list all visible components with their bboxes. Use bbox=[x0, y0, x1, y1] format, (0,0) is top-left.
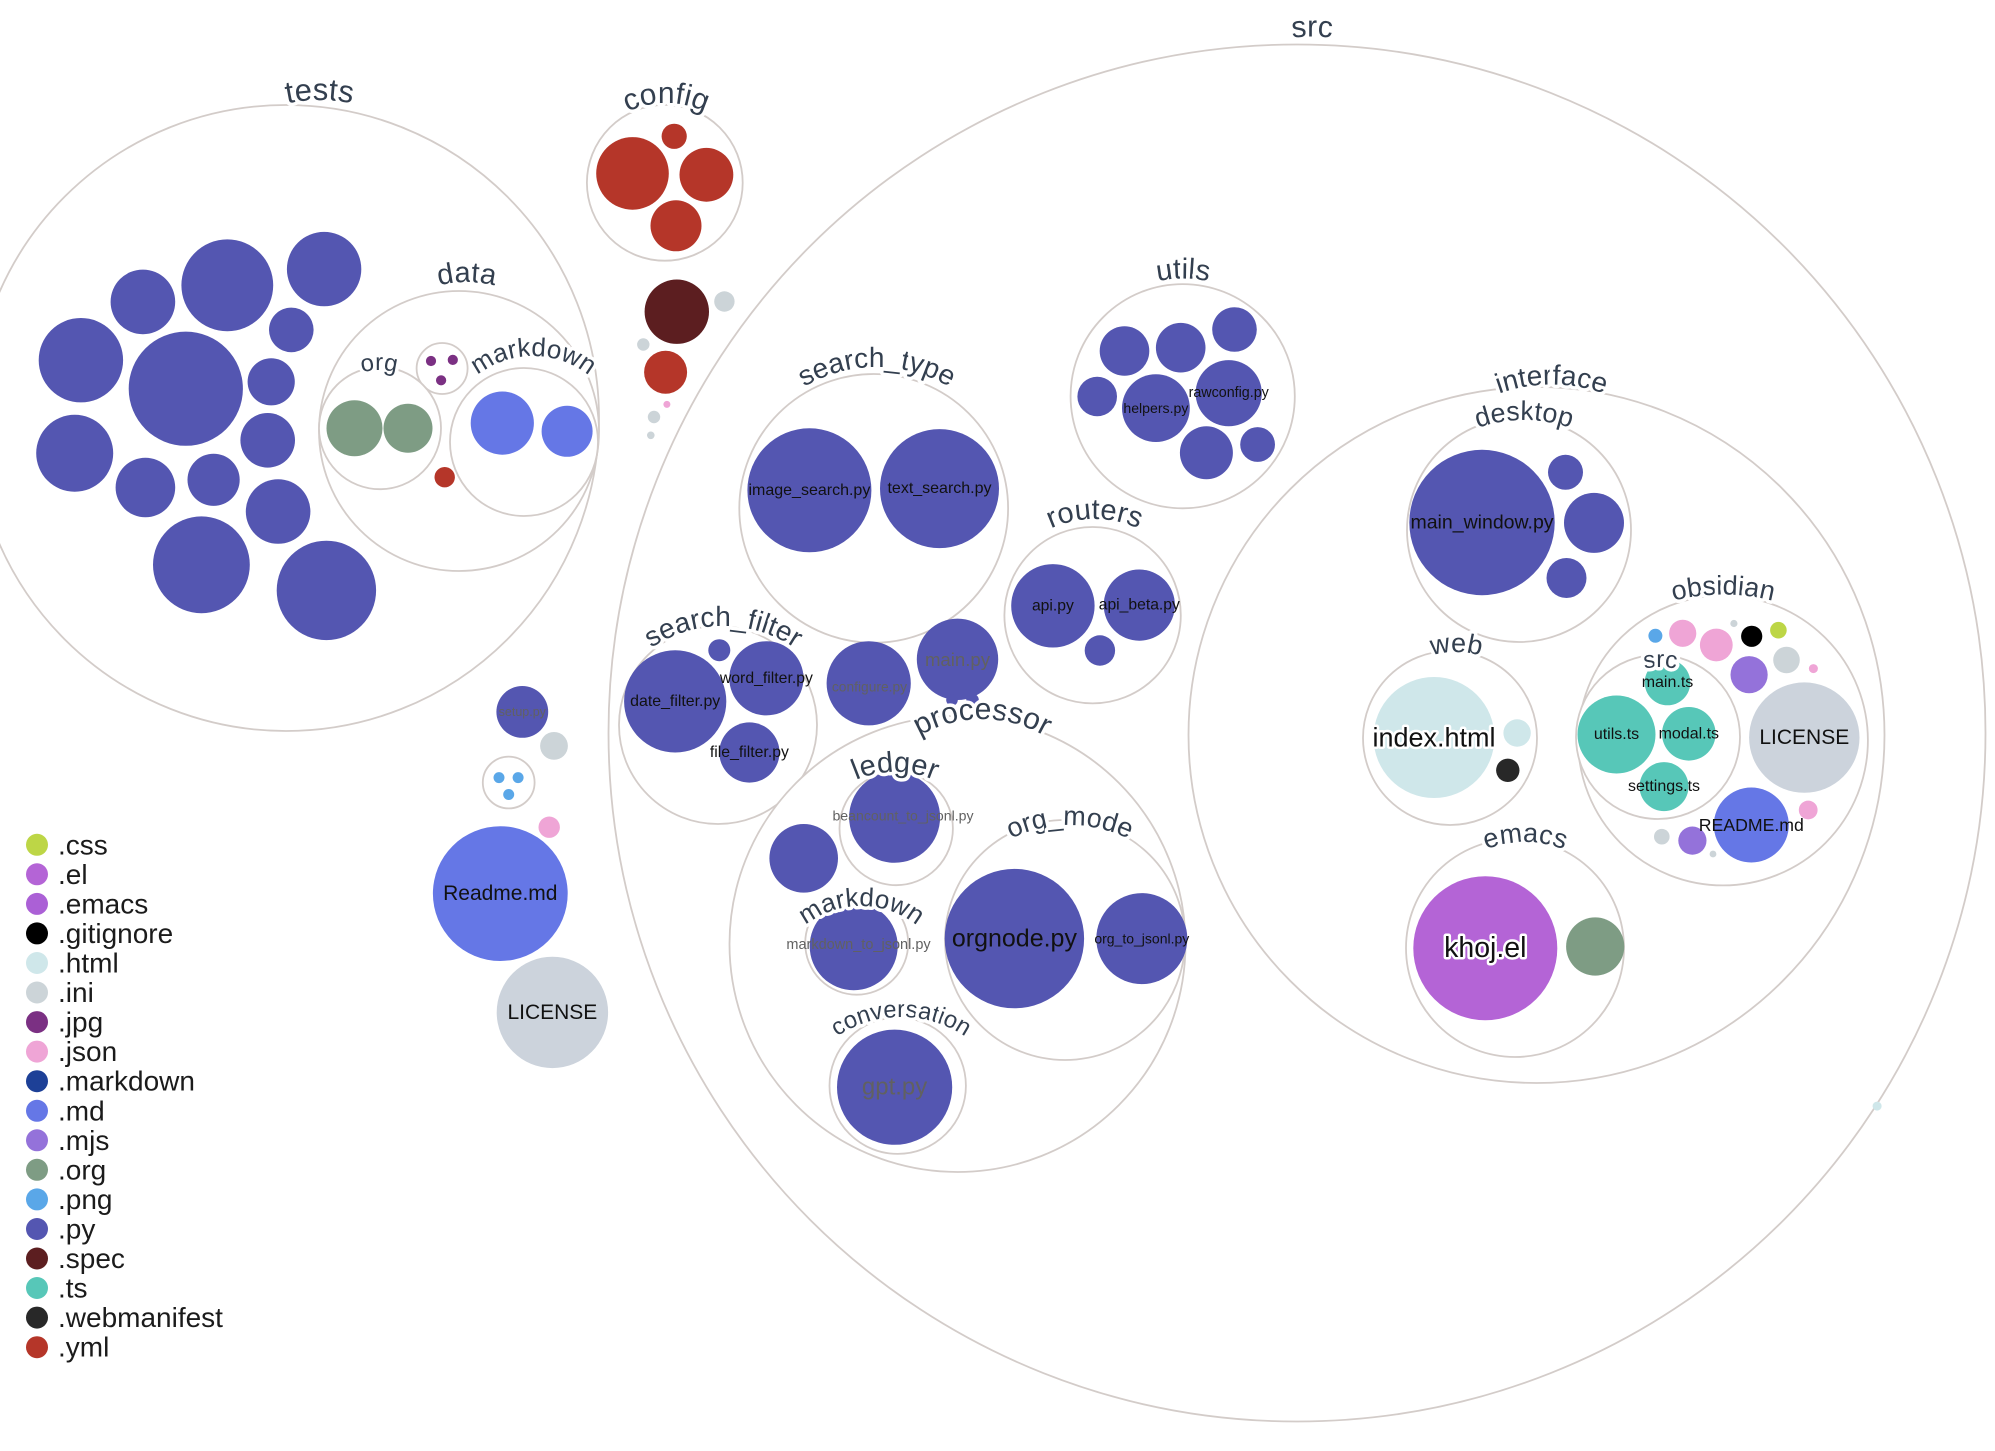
svg-text:date_filter.py: date_filter.py bbox=[630, 693, 720, 710]
svg-text:.mjs: .mjs bbox=[58, 1125, 109, 1156]
svg-text:main_window.py: main_window.py bbox=[1410, 512, 1553, 534]
svg-text:desktop: desktop bbox=[1471, 396, 1577, 434]
svg-text:.markdown: .markdown bbox=[58, 1066, 195, 1097]
svg-text:.emacs: .emacs bbox=[58, 888, 148, 919]
svg-text:.el: .el bbox=[58, 859, 88, 890]
svg-text:.json: .json bbox=[58, 1036, 117, 1067]
svg-text:api_beta.py: api_beta.py bbox=[1099, 597, 1180, 614]
svg-text:org: org bbox=[358, 349, 400, 378]
svg-text:web: web bbox=[1427, 628, 1486, 661]
svg-text:index.html: index.html bbox=[1372, 723, 1495, 753]
svg-text:.spec: .spec bbox=[58, 1243, 125, 1274]
svg-text:README.md: README.md bbox=[1699, 815, 1804, 835]
svg-text:src: src bbox=[1641, 646, 1679, 675]
svg-text:text_search.py: text_search.py bbox=[887, 480, 991, 497]
svg-text:beancount_to_jsonl.py: beancount_to_jsonl.py bbox=[832, 808, 974, 824]
svg-text:orgnode.py: orgnode.py bbox=[952, 925, 1078, 953]
svg-text:settings.ts: settings.ts bbox=[1628, 778, 1700, 795]
svg-text:.gitignore: .gitignore bbox=[58, 918, 173, 949]
svg-text:helpers.py: helpers.py bbox=[1123, 400, 1189, 416]
svg-text:main.ts: main.ts bbox=[1642, 674, 1694, 691]
svg-text:.ini: .ini bbox=[58, 977, 94, 1008]
svg-text:.org: .org bbox=[58, 1154, 106, 1185]
svg-text:.webmanifest: .webmanifest bbox=[58, 1302, 223, 1333]
svg-text:image_search.py: image_search.py bbox=[748, 482, 870, 499]
svg-text:modal.ts: modal.ts bbox=[1659, 725, 1719, 742]
svg-text:setup.py: setup.py bbox=[499, 705, 547, 719]
svg-text:markdown_to_jsonl.py: markdown_to_jsonl.py bbox=[786, 937, 931, 953]
svg-text:api.py: api.py bbox=[1032, 597, 1074, 614]
svg-text:file_filter.py: file_filter.py bbox=[710, 744, 789, 761]
svg-text:LICENSE: LICENSE bbox=[1759, 726, 1849, 749]
svg-text:Readme.md: Readme.md bbox=[443, 882, 557, 905]
svg-text:org_to_jsonl.py: org_to_jsonl.py bbox=[1094, 931, 1189, 947]
svg-text:utils: utils bbox=[1154, 253, 1213, 288]
svg-text:.md: .md bbox=[58, 1095, 105, 1126]
svg-text:tests: tests bbox=[282, 72, 357, 110]
svg-text:.yml: .yml bbox=[58, 1332, 109, 1363]
svg-text:rawconfig.py: rawconfig.py bbox=[1189, 385, 1270, 401]
svg-text:.py: .py bbox=[58, 1214, 95, 1245]
svg-text:word_filter.py: word_filter.py bbox=[719, 670, 813, 687]
svg-text:src: src bbox=[1290, 10, 1334, 44]
svg-text:.png: .png bbox=[58, 1184, 113, 1215]
svg-text:.html: .html bbox=[58, 948, 119, 979]
svg-text:utils.ts: utils.ts bbox=[1594, 726, 1639, 743]
svg-text:.css: .css bbox=[58, 829, 108, 860]
svg-text:main.py: main.py bbox=[925, 649, 991, 670]
svg-text:gpt.py: gpt.py bbox=[862, 1074, 927, 1101]
svg-text:data: data bbox=[435, 257, 500, 292]
svg-text:LICENSE: LICENSE bbox=[507, 1001, 597, 1024]
svg-text:.jpg: .jpg bbox=[58, 1007, 103, 1038]
svg-text:khoj.el: khoj.el bbox=[1444, 932, 1526, 964]
svg-text:.ts: .ts bbox=[58, 1273, 88, 1304]
svg-text:configure.py: configure.py bbox=[832, 680, 907, 695]
